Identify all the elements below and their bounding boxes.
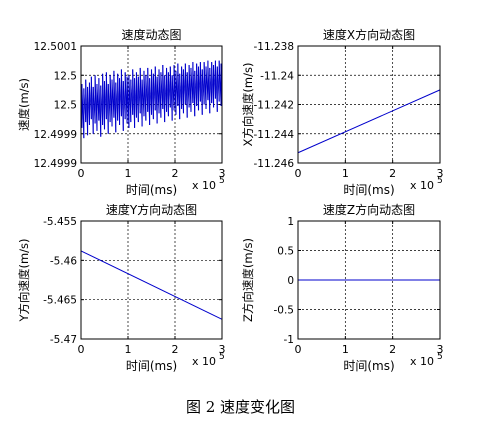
y-tick-label: -0.5 [274, 305, 295, 317]
data-series-line [80, 250, 223, 320]
y-tick-label: 1 [287, 216, 294, 228]
chart-panel-1: 0 1 2 3 12.4999 12.4999 12.5 12.5 12.5001 速度动态图时间… [17, 27, 226, 197]
y-tick-label: -11.246 [253, 158, 294, 170]
y-axis-label: Z方向速度(m/s) [241, 238, 255, 322]
x-tick-label: 3 [219, 167, 226, 180]
x-tick-label: 2 [389, 343, 396, 356]
x-multiplier-exponent: 5 [437, 352, 443, 362]
y-tick-label: -5.465 [43, 295, 77, 307]
x-axis-label: 时间(ms) [126, 183, 177, 197]
y-tick-label: -5.46 [50, 255, 77, 267]
x-tick-label: 3 [437, 167, 444, 180]
y-tick-label: -11.238 [253, 41, 294, 53]
x-axis-label: 时间(ms) [343, 359, 394, 373]
y-tick-label: -11.242 [253, 100, 294, 112]
x-tick-label: 0 [295, 167, 302, 180]
y-tick-label: 12.4999 [34, 129, 77, 141]
y-tick-label: 12.5001 [34, 41, 77, 53]
x-tick-label: 2 [389, 167, 396, 180]
x-tick-label: 2 [172, 167, 179, 180]
plot-frame [297, 45, 441, 164]
x-multiplier-exponent: 5 [219, 352, 225, 362]
chart-panel-3: 0 1 2 3 -5.47 -5.465 -5.46 -5.455 速度Y方向动态图时间(ms)… [17, 202, 226, 373]
x-axis-label: 时间(ms) [343, 183, 394, 197]
x-tick-label: 1 [342, 343, 349, 356]
plot-frame [297, 220, 441, 340]
x-axis-label: 时间(ms) [126, 359, 177, 373]
chart-title: 速度Y方向动态图 [106, 202, 197, 217]
chart-title: 速度X方向动态图 [323, 27, 415, 42]
plot-frame [80, 220, 223, 340]
x-tick-label: 1 [125, 343, 132, 356]
x-multiplier-label: x 10 [410, 179, 434, 192]
y-tick-label: 0.5 [277, 246, 294, 258]
x-multiplier-label: x 10 [192, 355, 216, 368]
x-multiplier-exponent: 5 [219, 176, 225, 186]
x-tick-label: 2 [172, 343, 179, 356]
x-tick-label: 0 [295, 343, 302, 356]
y-tick-label: -1 [284, 334, 294, 346]
plot-frame [80, 45, 223, 164]
y-tick-label: -5.455 [43, 216, 77, 228]
x-tick-label: 1 [125, 167, 132, 180]
y-tick-label: 12.5 [54, 70, 77, 82]
x-tick-label: 0 [78, 167, 85, 180]
chart-panel-2: 0 1 2 3 -11.246 -11.244 -11.242 -11.24 -11.238 速度… [241, 27, 444, 197]
figure-caption: 图 2 速度变化图 [185, 398, 296, 416]
plot-area [298, 46, 440, 163]
y-tick-label: 12.4999 [34, 158, 77, 170]
x-multiplier-label: x 10 [410, 355, 434, 368]
y-tick-label: 12.5 [54, 100, 77, 112]
y-tick-label: -11.244 [253, 129, 294, 141]
y-tick-label: -11.24 [260, 70, 294, 82]
x-tick-label: 3 [219, 343, 226, 356]
x-tick-label: 3 [437, 343, 444, 356]
y-axis-label: 速度(m/s) [17, 78, 31, 131]
data-series-line [297, 89, 441, 154]
chart-title: 速度Z方向动态图 [323, 202, 415, 217]
x-tick-label: 0 [78, 343, 85, 356]
y-axis-label: Y方向速度(m/s) [17, 238, 31, 322]
chart-title: 速度动态图 [121, 27, 181, 42]
y-tick-label: -5.47 [50, 334, 77, 346]
x-multiplier-exponent: 5 [437, 176, 443, 186]
y-axis-label: X方向速度(m/s) [241, 63, 255, 147]
x-multiplier-label: x 10 [192, 179, 216, 192]
y-tick-label: 0 [287, 275, 294, 287]
x-tick-label: 1 [342, 167, 349, 180]
plot-area [81, 221, 222, 339]
